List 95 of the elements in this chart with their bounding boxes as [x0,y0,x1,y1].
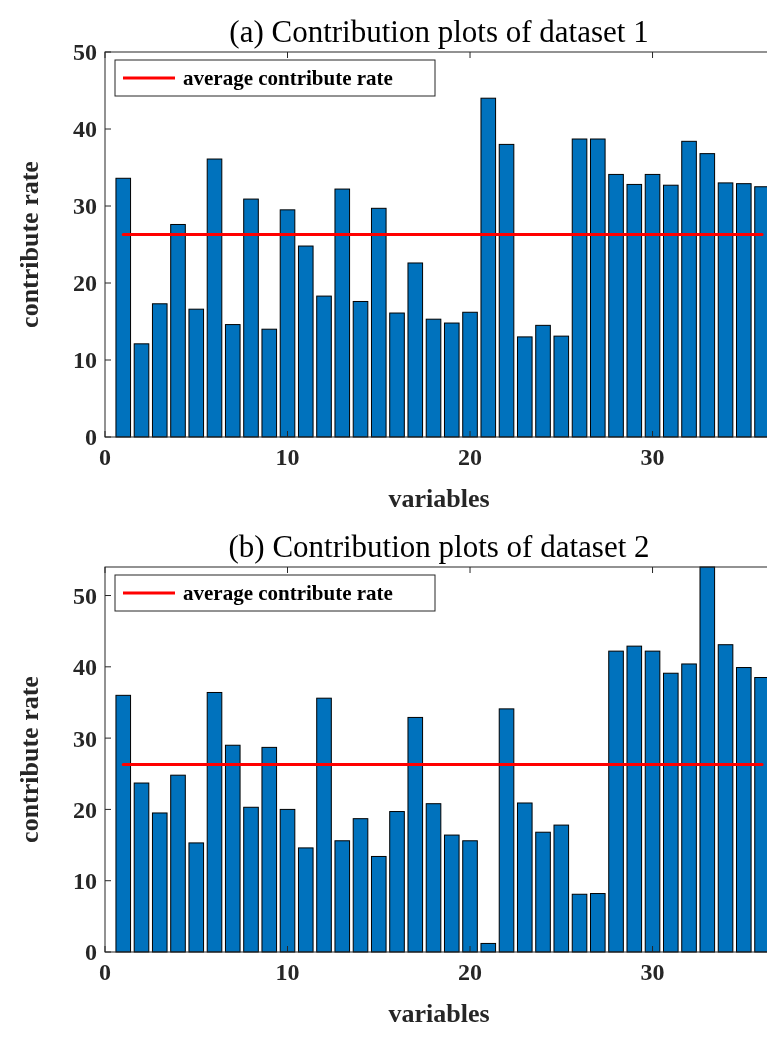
bar [352,300,369,438]
bar [553,335,570,438]
bar [736,667,752,953]
y-tick-label: 50 [73,582,97,609]
bar [224,324,241,438]
bar [115,694,132,953]
bar [370,207,387,438]
y-tick-label: 10 [73,868,97,895]
bar [516,336,533,438]
bar [352,818,369,953]
legend-label: average contribute rate [183,581,393,606]
x-tick-label: 20 [458,959,483,985]
bar [516,802,533,953]
y-tick-label: 0 [85,939,97,966]
y-tick-label: 50 [73,39,97,66]
bar [151,812,168,953]
bar [261,328,278,438]
bar [736,183,752,438]
y-tick-label: 40 [73,654,97,681]
y-tick-label: 20 [73,270,97,297]
bar [462,840,478,953]
bar [407,716,424,953]
bar [626,183,643,438]
chart-title: (b) Contribution plots of dataset 2 [228,529,650,564]
bar [608,650,624,953]
bar [699,153,716,438]
bar [662,184,679,438]
bar [535,324,551,438]
bar [188,308,205,438]
bar [699,566,716,953]
bar [589,893,606,953]
y-tick-label: 20 [73,796,97,823]
bar [425,803,442,953]
bar [279,808,296,953]
bar [407,262,424,438]
bar [115,177,132,438]
bar [443,834,460,953]
bar [316,295,332,438]
bar [370,855,387,953]
bar [553,824,570,953]
bar [206,158,223,438]
bar [133,343,150,438]
bar [389,312,405,438]
bar [170,774,186,953]
bar [188,842,205,953]
bar [644,173,661,438]
bar [316,697,332,953]
bar [608,173,624,438]
bar [334,188,351,438]
bar [133,782,150,953]
y-axis-title: contribute rate [15,676,44,843]
x-tick-label: 10 [275,959,300,985]
bar [498,143,515,438]
x-tick-label: 10 [275,444,300,470]
bar [243,806,259,953]
bar [681,140,697,438]
bar [297,245,314,438]
bar [571,893,588,953]
legend-label: average contribute rate [183,66,393,91]
x-axis-title: variables [388,484,490,513]
x-tick-label: 30 [640,959,665,985]
bar [334,840,351,953]
bar [589,138,606,438]
bar [170,223,186,438]
bar [224,744,241,953]
bar [261,746,278,953]
bar [717,644,734,953]
bar [243,198,259,438]
chart-title: (a) Contribution plots of dataset 1 [229,14,649,49]
bar [151,303,168,438]
bar [644,650,661,953]
x-axis-title: variables [388,999,490,1028]
y-tick-label: 0 [85,424,97,451]
bar [662,672,679,953]
bar [498,708,515,953]
bar [443,322,460,438]
bar [571,138,588,438]
bar [480,97,497,438]
y-tick-label: 30 [73,725,97,752]
bar [462,311,478,438]
bar [206,691,223,953]
x-tick-label: 30 [640,444,665,470]
bar [279,209,296,438]
bar [717,182,734,438]
y-tick-label: 30 [73,193,97,220]
bar [389,811,405,953]
bar [425,318,442,438]
bar [297,847,314,953]
y-tick-label: 40 [73,116,97,143]
bar [681,663,697,953]
bar [535,831,551,953]
bar [626,645,643,953]
x-tick-label: 20 [458,444,483,470]
y-tick-label: 10 [73,347,97,374]
y-axis-title: contribute rate [15,161,44,328]
